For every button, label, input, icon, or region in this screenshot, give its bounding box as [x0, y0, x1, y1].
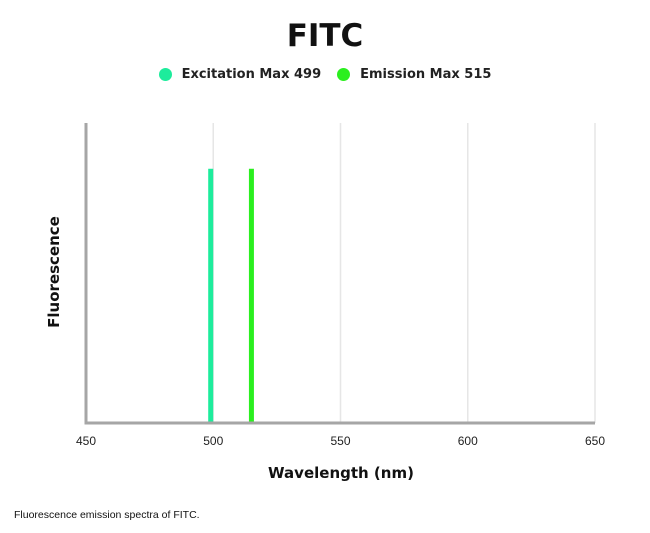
- legend-dot-excitation: [158, 68, 172, 81]
- legend: Excitation Max 499 Emission Max 515: [0, 67, 650, 82]
- legend-label-excitation: Excitation Max 499: [181, 67, 322, 82]
- bar-1: [248, 168, 254, 423]
- x-tick-label: 500: [203, 434, 223, 448]
- x-tick-label: 650: [585, 434, 605, 448]
- y-axis-label: Fluorescence: [45, 216, 63, 328]
- x-tick-label: 600: [458, 434, 478, 448]
- x-tick-label: 450: [76, 434, 96, 448]
- legend-dot-emission: [337, 68, 351, 81]
- chart-title: FITC: [286, 18, 364, 54]
- x-tick-label: 550: [330, 434, 350, 448]
- legend-label-emission: Emission Max 515: [360, 67, 492, 82]
- x-axis-label: Wavelength (nm): [268, 464, 414, 482]
- bar-0: [208, 168, 214, 423]
- legend-item-excitation: Excitation Max 499: [158, 67, 322, 82]
- figure-caption: Fluorescence emission spectra of FITC.: [14, 509, 200, 521]
- legend-item-emission: Emission Max 515: [337, 67, 491, 82]
